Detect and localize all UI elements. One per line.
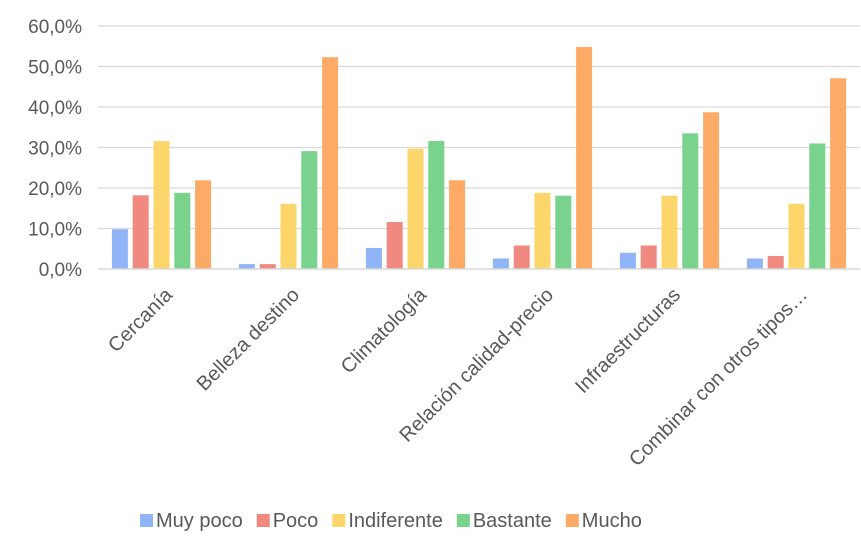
legend-item: Poco [256,510,319,532]
legend-item: Mucho [565,510,642,532]
bar [153,141,170,269]
bar [534,192,551,269]
y-tick-label: 30,0% [28,139,82,160]
legend-label: Mucho [582,510,642,532]
legend-item: Indiferente [332,510,443,532]
bar [788,203,805,269]
bar [280,203,297,269]
bar [513,245,530,269]
legend-label: Indiferente [348,510,443,532]
bar [238,264,255,269]
legend-swatch [565,514,579,527]
legend-label: Bastante [473,510,552,532]
bar [746,258,763,269]
bar [682,133,699,269]
x-axis-labels: Cercanía Belleza destino ClimatologíaRelac… [104,283,812,471]
bar [322,57,339,270]
legend-swatch [456,514,470,527]
bar [428,141,445,269]
legend-item: Bastante [456,510,552,532]
legend-swatch [256,514,270,527]
bar [492,258,509,269]
y-axis-labels: 0,0% 10,0% 20,0% 30,0% 40,0% 50,0% 60,0% [28,17,82,281]
bar [449,180,466,269]
bar [386,222,403,269]
bar [830,78,847,270]
bar [407,148,424,269]
bar [640,245,657,269]
bar [174,192,191,269]
legend-item: Muy poco [140,510,243,532]
bar [365,247,382,269]
bars [111,47,847,270]
bar [132,195,149,269]
bar [703,112,720,269]
y-tick-label: 0,0% [39,260,82,281]
bar [576,47,593,270]
legend-swatch [332,514,346,527]
y-tick-label: 10,0% [28,220,82,241]
legend-label: Muy poco [156,510,243,532]
bar [301,151,318,269]
bar [767,256,784,269]
x-tick-label: Infraestructuras [571,284,685,398]
bar [555,195,572,269]
bar [195,180,212,269]
bar [619,252,636,269]
y-tick-label: 50,0% [28,58,82,79]
x-tick-label: Belleza destino [193,284,304,395]
x-tick-label: Cercanía [104,283,178,357]
bar [809,143,826,269]
y-tick-label: 60,0% [28,17,82,38]
gridlines [98,25,860,230]
bar [111,229,128,269]
bar [259,264,276,269]
legend: Muy poco Poco Indiferente Bastante Mucho [140,510,642,532]
legend-swatch [140,514,153,527]
y-tick-label: 40,0% [28,98,82,119]
legend-label: Poco [273,510,319,532]
bar [661,195,678,269]
y-tick-label: 20,0% [28,179,82,200]
x-tick-label: Climatología [337,283,432,378]
